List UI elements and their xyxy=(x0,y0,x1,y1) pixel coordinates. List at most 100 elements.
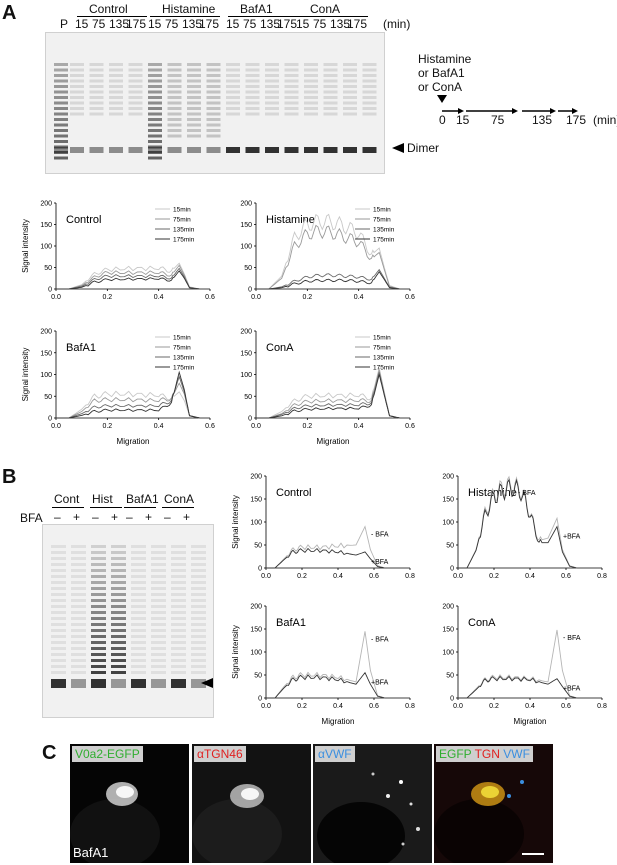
gel-band xyxy=(89,68,104,72)
chart-title: Control xyxy=(276,487,311,499)
gel-b-band xyxy=(151,605,166,608)
gel-b-band xyxy=(71,653,86,656)
gel-band xyxy=(206,129,221,132)
gel-dimer-band xyxy=(284,147,299,153)
gel-band xyxy=(128,90,143,94)
gel-b-band xyxy=(71,545,86,548)
series-line-3 xyxy=(256,271,400,290)
time-label-2-1: 75 xyxy=(243,17,257,31)
gel-band xyxy=(128,63,143,66)
series-line-1 xyxy=(56,382,200,419)
timeline-tick-15: 15 xyxy=(456,113,470,127)
x-tick-label: 0.2 xyxy=(489,703,499,710)
series-line-1 xyxy=(256,224,400,290)
x-tick-label: 0.2 xyxy=(102,294,112,301)
gel-b-band xyxy=(71,635,86,638)
gel-dimer-band xyxy=(362,147,377,153)
gel-band xyxy=(343,112,357,116)
gel-band xyxy=(167,129,182,132)
bfa-label: BFA xyxy=(20,511,43,525)
time-label-2-2: 135 xyxy=(260,17,281,31)
b-group-underline-2 xyxy=(124,507,156,508)
gel-band xyxy=(89,107,104,110)
gel-b-band xyxy=(191,653,206,656)
gel-band xyxy=(54,96,68,99)
gel-band xyxy=(54,156,68,160)
dimer-label: Dimer xyxy=(407,141,439,155)
gel-b-band xyxy=(91,659,106,662)
gel-band xyxy=(265,101,279,105)
gel-band xyxy=(148,156,162,160)
gel-b-band xyxy=(171,581,186,584)
gel-b-band xyxy=(151,599,166,602)
gel-b-band xyxy=(111,557,126,560)
gel-b-band xyxy=(151,557,166,560)
x-tick-label: 0.6 xyxy=(405,294,415,301)
gel-b-band xyxy=(131,611,146,614)
gel-b-band xyxy=(131,557,146,560)
gel-b-band xyxy=(171,563,186,566)
gel-band xyxy=(70,101,84,105)
gel-b-band xyxy=(131,623,146,626)
x-tick-label: 0.2 xyxy=(302,294,312,301)
gel-b-band xyxy=(111,599,126,602)
gel-band xyxy=(54,90,68,94)
gel-band xyxy=(284,96,299,99)
y-tick-label: 200 xyxy=(240,201,252,208)
gel-band xyxy=(148,151,162,154)
gel-band xyxy=(109,68,123,72)
gel-b-band xyxy=(151,587,166,590)
series-line-1 xyxy=(56,264,200,290)
x-tick-label: 0.2 xyxy=(297,703,307,710)
gel-b-band xyxy=(111,641,126,644)
gel-b-band xyxy=(151,575,166,578)
gel-b-band xyxy=(191,617,206,620)
gel-b-band xyxy=(151,623,166,626)
gel-band xyxy=(362,90,377,94)
gel-band xyxy=(362,74,377,77)
timeline-tick-0: 0 xyxy=(439,113,446,127)
y-tick-label: 50 xyxy=(254,543,262,550)
gel-b-band xyxy=(91,641,106,644)
gel-band xyxy=(304,63,318,66)
x-tick-label: 0.8 xyxy=(405,573,415,580)
gel-b-band xyxy=(71,665,86,668)
gel-band xyxy=(245,112,260,116)
gel-band xyxy=(343,90,357,94)
gel-b-band xyxy=(151,641,166,644)
b-group-label-1: Hist xyxy=(92,492,113,506)
y-tick-label: 50 xyxy=(254,673,262,680)
gel-band xyxy=(226,107,240,110)
x-tick-label: 0.2 xyxy=(297,573,307,580)
y-tick-label: 0 xyxy=(450,566,454,573)
gel-dimer-band xyxy=(187,147,201,153)
gel-band xyxy=(265,90,279,94)
gel-b-band xyxy=(111,563,126,566)
gel-b-band xyxy=(131,593,146,596)
timeline-arrows xyxy=(437,95,578,114)
gel-band xyxy=(187,79,201,83)
gel-b-band xyxy=(71,581,86,584)
annotation-minus-bfa: - BFA xyxy=(518,490,536,497)
y-tick-label: 100 xyxy=(40,372,52,379)
gel-b-band xyxy=(131,575,146,578)
y-tick-label: 0 xyxy=(450,696,454,703)
chart-a-histamine: 0 50 100 150 200 0.0 0.2 0.4 0.6 Histamine 15min 75… xyxy=(218,195,418,307)
y-tick-label: 0 xyxy=(258,566,262,573)
gel-band xyxy=(304,107,318,110)
legend-label: 175min xyxy=(373,237,395,244)
gel-b-band xyxy=(191,665,206,668)
group-underline-2 xyxy=(228,16,298,17)
gel-b-bands xyxy=(51,545,206,688)
y-tick-label: 100 xyxy=(240,372,252,379)
gel-b-band xyxy=(91,647,106,650)
gel-b-band xyxy=(151,593,166,596)
gel-band xyxy=(54,123,68,127)
gel-band xyxy=(265,63,279,66)
gel-band xyxy=(54,129,68,132)
gel-band xyxy=(245,85,260,88)
gel-b-band xyxy=(151,551,166,554)
gel-band xyxy=(128,96,143,99)
gel-b-band xyxy=(191,629,206,632)
condition-label: BafA1 xyxy=(73,845,109,860)
